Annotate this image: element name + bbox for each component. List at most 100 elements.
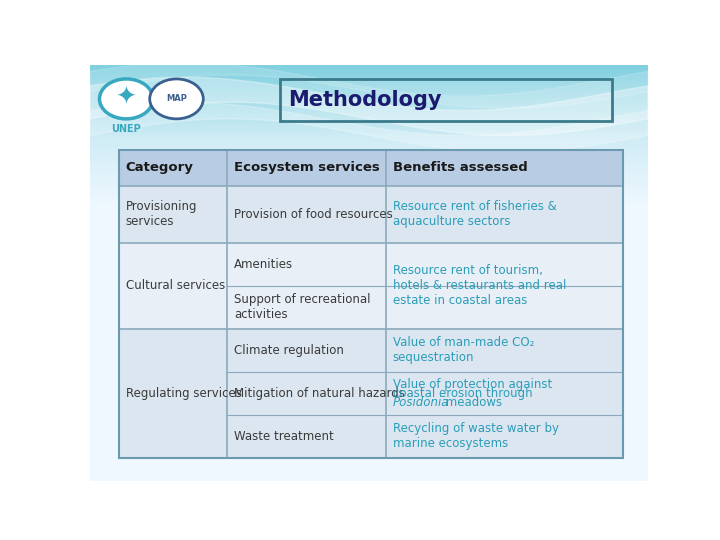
- Bar: [90, 253, 648, 255]
- Bar: [90, 65, 648, 66]
- Bar: [90, 151, 648, 152]
- Bar: [119, 243, 623, 329]
- Text: Value of man-made CO₂
sequestration: Value of man-made CO₂ sequestration: [393, 336, 534, 365]
- Bar: [90, 389, 648, 390]
- Bar: [90, 361, 648, 363]
- Bar: [90, 198, 648, 199]
- Bar: [90, 220, 648, 221]
- Bar: [90, 275, 648, 277]
- Bar: [90, 187, 648, 188]
- Bar: [90, 295, 648, 296]
- Bar: [90, 447, 648, 449]
- Bar: [90, 183, 648, 184]
- Bar: [90, 380, 648, 381]
- Bar: [90, 393, 648, 395]
- Bar: [90, 126, 648, 127]
- Bar: [90, 192, 648, 194]
- Bar: [90, 458, 648, 460]
- Bar: [90, 386, 648, 388]
- Bar: [90, 281, 648, 282]
- Bar: [90, 319, 648, 320]
- Bar: [90, 300, 648, 302]
- Bar: [90, 435, 648, 436]
- Bar: [90, 66, 648, 68]
- Bar: [90, 406, 648, 407]
- Bar: [90, 329, 648, 331]
- Bar: [90, 414, 648, 415]
- Bar: [90, 449, 648, 450]
- Polygon shape: [90, 63, 648, 109]
- Bar: [90, 373, 648, 374]
- Bar: [90, 244, 648, 245]
- Bar: [90, 338, 648, 339]
- Bar: [90, 469, 648, 471]
- Bar: [90, 335, 648, 336]
- Bar: [90, 404, 648, 406]
- Bar: [90, 174, 648, 176]
- Bar: [90, 451, 648, 453]
- Bar: [90, 349, 648, 350]
- Bar: [90, 112, 648, 113]
- Bar: [90, 345, 648, 346]
- Bar: [90, 312, 648, 313]
- Bar: [90, 326, 648, 327]
- Bar: [90, 119, 648, 120]
- Bar: [90, 298, 648, 299]
- Bar: [90, 252, 648, 253]
- Bar: [90, 235, 648, 237]
- Bar: [90, 181, 648, 183]
- Bar: [90, 436, 648, 437]
- Text: Posidonia: Posidonia: [393, 396, 449, 409]
- Text: Ecosystem services: Ecosystem services: [234, 161, 379, 174]
- Circle shape: [99, 79, 153, 119]
- Bar: [90, 202, 648, 204]
- Bar: [90, 400, 648, 402]
- Bar: [90, 303, 648, 305]
- Bar: [90, 177, 648, 178]
- Bar: [90, 409, 648, 410]
- Bar: [90, 102, 648, 104]
- Bar: [280, 79, 612, 121]
- Text: Regulating services: Regulating services: [126, 387, 242, 400]
- Text: coastal erosion through: coastal erosion through: [393, 387, 532, 400]
- Bar: [90, 265, 648, 266]
- Bar: [90, 339, 648, 341]
- Bar: [90, 169, 648, 170]
- Bar: [90, 130, 648, 131]
- Bar: [90, 453, 648, 454]
- Bar: [90, 217, 648, 219]
- Bar: [90, 230, 648, 231]
- Text: Amenities: Amenities: [234, 258, 293, 271]
- Bar: [90, 271, 648, 273]
- Bar: [90, 313, 648, 314]
- Bar: [90, 336, 648, 338]
- Bar: [90, 352, 648, 353]
- Bar: [90, 101, 648, 102]
- Bar: [90, 255, 648, 256]
- Bar: [90, 148, 648, 150]
- Bar: [90, 205, 648, 206]
- Circle shape: [150, 79, 203, 119]
- Text: Provisioning
services: Provisioning services: [126, 200, 197, 228]
- Bar: [90, 317, 648, 319]
- Bar: [90, 241, 648, 242]
- Bar: [90, 328, 648, 329]
- Bar: [90, 108, 648, 109]
- Bar: [90, 307, 648, 309]
- Bar: [90, 234, 648, 235]
- Text: Category: Category: [126, 161, 194, 174]
- Bar: [90, 428, 648, 429]
- Bar: [90, 209, 648, 210]
- Bar: [90, 188, 648, 190]
- Bar: [90, 84, 648, 85]
- Bar: [90, 249, 648, 251]
- Bar: [90, 124, 648, 126]
- Bar: [90, 310, 648, 312]
- Bar: [90, 464, 648, 465]
- Bar: [90, 248, 648, 249]
- Bar: [90, 87, 648, 89]
- Bar: [90, 98, 648, 99]
- Bar: [90, 472, 648, 474]
- Bar: [90, 237, 648, 238]
- Bar: [90, 68, 648, 69]
